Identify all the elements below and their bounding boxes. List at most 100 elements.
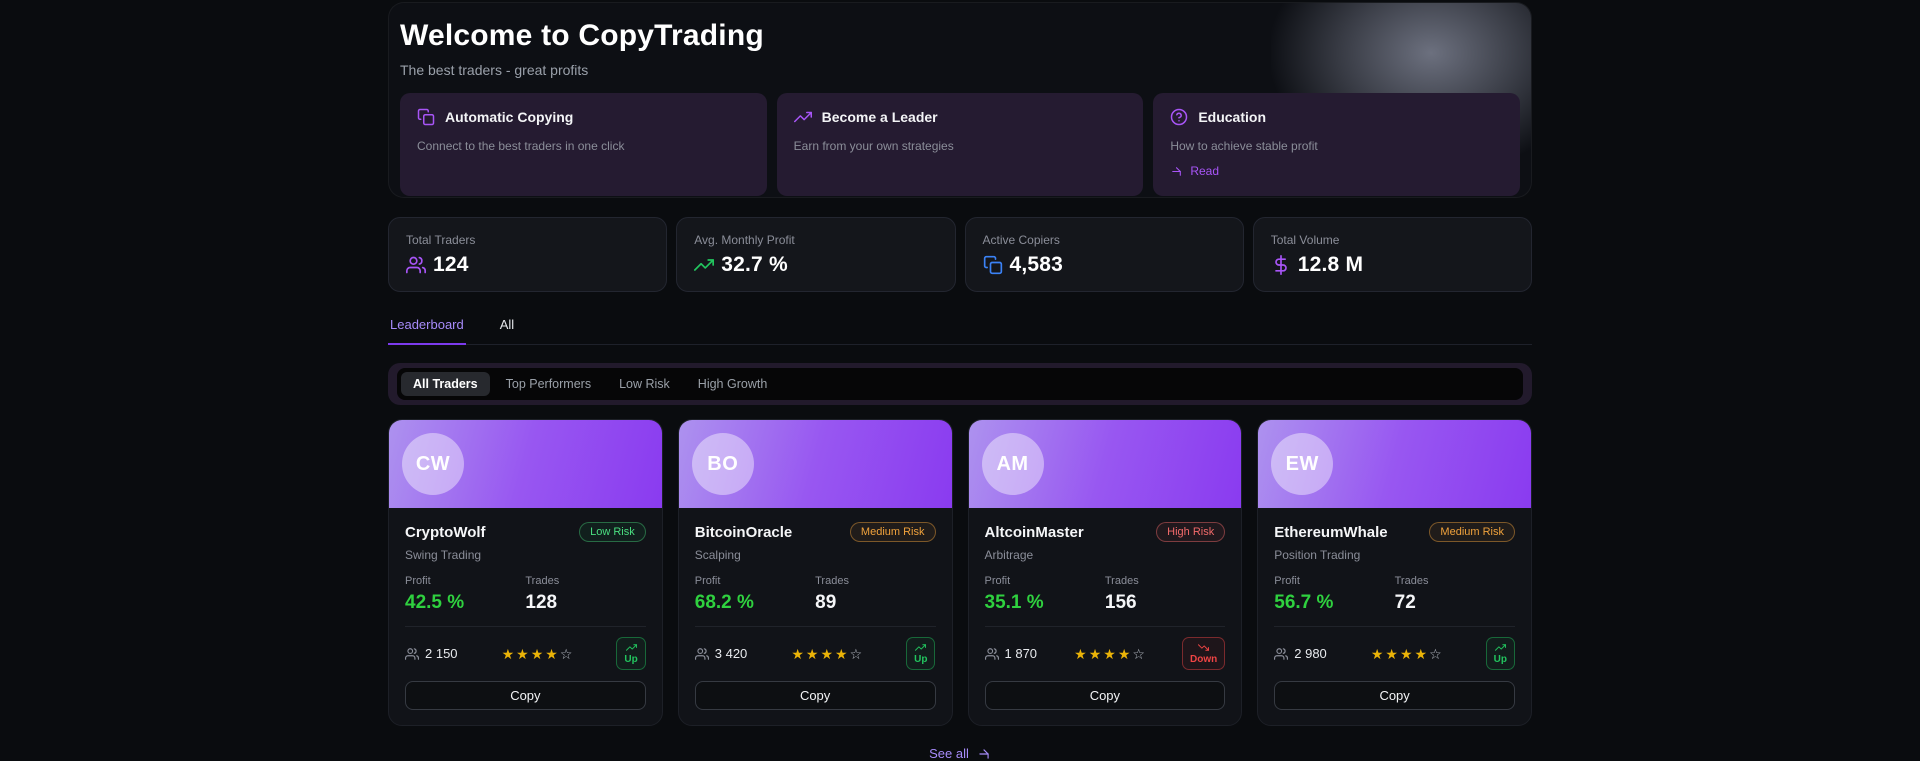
- trend-label: Down: [1190, 654, 1218, 665]
- trader-card: CW CryptoWolf Low Risk Swing Trading Pro…: [388, 419, 663, 726]
- filter-bar-wrapper: All Traders Top Performers Low Risk High…: [388, 363, 1532, 405]
- trades-value: 89: [815, 592, 837, 613]
- risk-badge: Medium Risk: [1429, 522, 1515, 542]
- trades-metric: Trades 128: [525, 575, 645, 614]
- trader-card-body: CryptoWolf Low Risk Swing Trading Profit…: [389, 508, 662, 725]
- users-icon: [984, 647, 999, 661]
- feature-description: Earn from your own strategies: [793, 139, 954, 153]
- tab[interactable]: All: [498, 317, 516, 345]
- stat-card: Avg. Monthly Profit 32.7 %: [676, 217, 956, 292]
- trend-badge: Up: [906, 637, 936, 670]
- divider: [405, 626, 646, 627]
- avatar-initials: EW: [1285, 452, 1319, 475]
- trending-up-icon: [694, 255, 715, 275]
- copytrading-page: Welcome to CopyTrading The best traders …: [388, 2, 1532, 761]
- copiers-value: 2 980: [1294, 646, 1327, 661]
- trader-strategy: Arbitrage: [984, 548, 1034, 562]
- feature-title: Become a Leader: [821, 109, 938, 125]
- filter-chip[interactable]: Low Risk: [607, 372, 682, 396]
- stat-card: Active Copiers 4,583: [964, 217, 1244, 292]
- see-all-row: See all: [388, 746, 1532, 761]
- profit-metric: Profit 35.1 %: [985, 575, 1105, 614]
- rating-stars: ★ ★ ★ ★ ☆: [1371, 647, 1442, 661]
- star-icon: ☆: [849, 645, 863, 662]
- trend-badge: Down: [1182, 637, 1226, 670]
- trader-card: BO BitcoinOracle Medium Risk Scalping Pr…: [677, 419, 953, 726]
- trader-name: CryptoWolf: [405, 523, 486, 541]
- profit-value: 35.1 %: [984, 592, 1044, 613]
- avatar: EW: [1271, 433, 1334, 495]
- star-icon: ☆: [1132, 645, 1145, 662]
- read-link[interactable]: Read: [1170, 164, 1219, 178]
- divider: [694, 626, 936, 627]
- divider: [1274, 626, 1515, 627]
- stat-value-row: 4,583: [983, 253, 1226, 277]
- users-icon: [405, 647, 419, 661]
- see-all-link[interactable]: See all: [929, 746, 991, 761]
- profit-label: Profit: [1274, 575, 1300, 587]
- copy-icon: [983, 255, 1003, 275]
- trader-banner: BO: [678, 420, 952, 508]
- users-icon: [694, 647, 709, 661]
- dollar-icon: [1271, 255, 1291, 275]
- trades-value: 72: [1394, 592, 1416, 613]
- copy-button[interactable]: Copy: [405, 681, 646, 710]
- trades-label: Trades: [815, 575, 849, 587]
- tab[interactable]: Leaderboard: [388, 317, 466, 345]
- filter-chip[interactable]: All Traders: [401, 372, 490, 396]
- star-icon: ★: [1074, 645, 1087, 662]
- star-icon: ★: [820, 645, 833, 662]
- stat-card: Total Volume 12.8 M: [1252, 217, 1532, 292]
- trades-label: Trades: [525, 575, 560, 587]
- stat-value: 4,583: [1009, 253, 1064, 276]
- trades-value: 156: [1104, 592, 1137, 613]
- trader-card-body: EthereumWhale Medium Risk Position Tradi…: [1258, 508, 1531, 725]
- stat-value: 32.7 %: [721, 253, 788, 276]
- trader-name-row: EthereumWhale Medium Risk: [1274, 522, 1515, 542]
- star-icon: ★: [835, 645, 848, 662]
- trader-metrics: Profit 56.7 % Trades 72: [1274, 575, 1515, 614]
- feature-card[interactable]: Become a Leader Earn from your own strat…: [776, 93, 1144, 196]
- feature-card[interactable]: Education How to achieve stable profit R…: [1153, 93, 1520, 196]
- arrow-right-icon: [1170, 165, 1183, 178]
- star-icon: ★: [1414, 645, 1428, 662]
- divider: [984, 626, 1226, 627]
- trader-name-row: AltcoinMaster High Risk: [985, 522, 1226, 542]
- avatar: CW: [402, 433, 464, 495]
- copy-button[interactable]: Copy: [694, 681, 936, 710]
- rating-stars: ★ ★ ★ ★ ☆: [791, 647, 862, 661]
- trades-label: Trades: [1394, 575, 1429, 587]
- read-link-label: Read: [1190, 164, 1220, 178]
- users-icon: [406, 255, 426, 275]
- feature-header: Become a Leader: [793, 108, 1127, 126]
- trader-footer: 2 150 ★ ★ ★ ★ ☆ Up: [405, 637, 646, 670]
- stat-label: Avg. Monthly Profit: [694, 233, 795, 247]
- trader-strategy: Swing Trading: [405, 548, 482, 562]
- feature-cards: Automatic Copying Connect to the best tr…: [400, 93, 1520, 196]
- copy-button[interactable]: Copy: [1274, 681, 1515, 710]
- filter-chip[interactable]: High Growth: [686, 372, 779, 396]
- copiers-count: 2 150: [405, 646, 458, 661]
- star-icon: ★: [501, 645, 515, 662]
- trader-card: AM AltcoinMaster High Risk Arbitrage Pro…: [967, 419, 1243, 726]
- hero-section: Welcome to CopyTrading The best traders …: [388, 2, 1532, 198]
- avatar-initials: BO: [707, 452, 739, 475]
- star-icon: ★: [1399, 645, 1413, 662]
- profit-label: Profit: [405, 575, 431, 587]
- avatar-initials: CW: [415, 452, 451, 475]
- filter-bar: All Traders Top Performers Low Risk High…: [397, 368, 1523, 400]
- feature-card[interactable]: Automatic Copying Connect to the best tr…: [400, 93, 767, 196]
- feature-header: Automatic Copying: [417, 108, 750, 126]
- filter-chip[interactable]: Top Performers: [494, 372, 603, 396]
- copy-button[interactable]: Copy: [984, 681, 1226, 710]
- stat-value-row: 124: [406, 253, 649, 277]
- trending-up-icon: [793, 108, 812, 126]
- trader-strategy: Scalping: [694, 548, 741, 562]
- feature-description: Connect to the best traders in one click: [417, 139, 625, 153]
- trend-label: Up: [624, 654, 638, 665]
- star-icon: ★: [805, 645, 819, 662]
- feature-title: Automatic Copying: [445, 109, 574, 125]
- trader-metrics: Profit 42.5 % Trades 128: [405, 575, 646, 614]
- leaderboard-tabs: Leaderboard All: [388, 317, 1532, 345]
- trader-name: BitcoinOracle: [694, 523, 793, 541]
